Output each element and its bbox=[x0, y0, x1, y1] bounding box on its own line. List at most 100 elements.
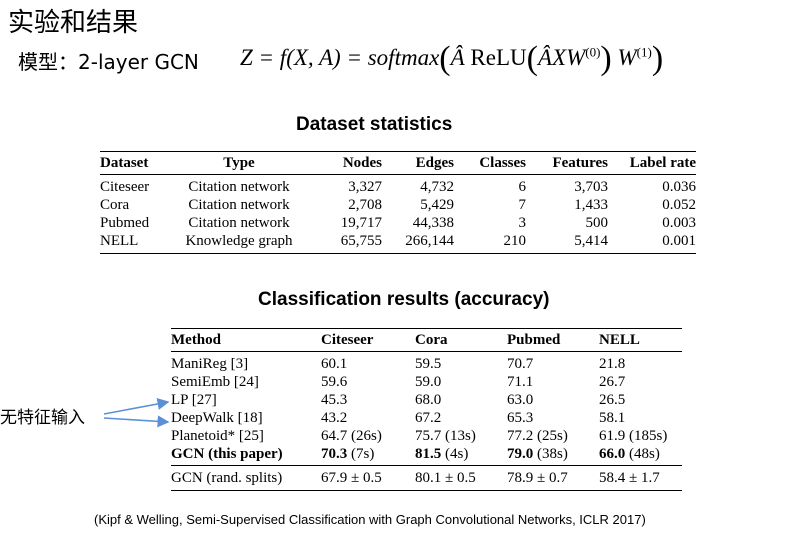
table-cell: 63.0 bbox=[507, 392, 534, 408]
formula-paren-open-inner: ( bbox=[526, 40, 538, 77]
table-cell: 70.3 (7s) bbox=[321, 445, 415, 466]
column-header: Type bbox=[223, 155, 255, 171]
table-cell: 59.0 bbox=[415, 374, 442, 390]
table-cell: Cora bbox=[100, 197, 130, 213]
table-cell: 6 bbox=[518, 179, 527, 195]
gcn-time: (7s) bbox=[347, 446, 375, 462]
table-cell: 67.9 ± 0.5 bbox=[321, 470, 382, 486]
table-cell: SemiEmb [24] bbox=[171, 374, 259, 390]
table-cell: 44,338 bbox=[412, 215, 454, 231]
formula-lhs: Z = f(X, A) = softmax bbox=[240, 45, 440, 70]
table-cell: 75.7 (13s) bbox=[415, 428, 476, 444]
table-cell: Citation network bbox=[188, 197, 290, 213]
formula-w1-sup: (1) bbox=[636, 44, 652, 60]
classification-results-table: Method Citeseer Cora Pubmed NELL ManiReg… bbox=[171, 328, 682, 491]
table-row: DeepWalk [18] 43.2 67.2 65.3 58.1 bbox=[171, 409, 682, 427]
formula-inner: ÂXW bbox=[537, 45, 586, 70]
table-cell: LP [27] bbox=[171, 392, 217, 408]
table-cell: 266,144 bbox=[405, 233, 454, 249]
table-cell: 67.2 bbox=[415, 410, 442, 426]
arrow-to-lp bbox=[103, 398, 170, 415]
arrow-to-deepwalk bbox=[103, 415, 170, 428]
gcn-value: 66.0 bbox=[599, 446, 626, 462]
table-cell: 71.1 bbox=[507, 374, 534, 390]
table-cell: 58.1 bbox=[599, 410, 626, 426]
column-header: Label rate bbox=[629, 155, 696, 171]
table-cell: 65,755 bbox=[340, 233, 382, 249]
column-header: Pubmed bbox=[507, 332, 561, 348]
table-row: LP [27] 45.3 68.0 63.0 26.5 bbox=[171, 391, 682, 409]
table-row: GCN (rand. splits) 67.9 ± 0.5 80.1 ± 0.5… bbox=[171, 465, 682, 491]
table-cell: 7 bbox=[518, 197, 527, 213]
column-header: NELL bbox=[599, 332, 640, 348]
table-cell: GCN (rand. splits) bbox=[171, 470, 283, 486]
table-cell: Pubmed bbox=[100, 215, 150, 231]
table-cell: 19,717 bbox=[340, 215, 382, 231]
dataset-table-title: Dataset statistics bbox=[296, 114, 453, 135]
table-cell: DeepWalk [18] bbox=[171, 410, 263, 426]
table-row: Citeseer Citation network 3,327 4,732 6 … bbox=[100, 175, 696, 197]
table-cell: 0.052 bbox=[662, 197, 696, 213]
table-cell: Citation network bbox=[188, 179, 290, 195]
table-cell: 3 bbox=[518, 215, 527, 231]
table-cell: 1,433 bbox=[574, 197, 608, 213]
formula-w0-sup: (0) bbox=[585, 44, 601, 60]
table-cell: 61.9 (185s) bbox=[599, 428, 668, 444]
table-cell: 0.036 bbox=[662, 179, 696, 195]
formula-paren-close: ) bbox=[651, 40, 664, 77]
no-feature-input-annotation: 无特征输入 bbox=[0, 408, 85, 428]
formula-paren-open: ( bbox=[439, 40, 451, 77]
table-cell: 26.7 bbox=[599, 374, 626, 390]
column-header: Method bbox=[171, 332, 221, 348]
table-cell: 66.0 (48s) bbox=[599, 445, 682, 466]
table-cell: 79.0 (38s) bbox=[507, 445, 599, 466]
slide-title: 实验和结果 bbox=[8, 8, 139, 38]
results-table-title: Classification results (accuracy) bbox=[258, 289, 550, 310]
column-header: Citeseer bbox=[321, 332, 374, 348]
formula-paren-close-inner: ) bbox=[600, 40, 612, 77]
table-cell: 2,708 bbox=[348, 197, 382, 213]
gcn-time: (48s) bbox=[625, 446, 660, 462]
gcn-method-cell: GCN (this paper) bbox=[171, 446, 283, 462]
gcn-formula: Z = f(X, A) = softmax(Â ReLU(ÂXW(0)) W(1… bbox=[240, 40, 663, 78]
table-cell: 43.2 bbox=[321, 410, 348, 426]
table-row: ManiReg [3] 60.1 59.5 70.7 21.8 bbox=[171, 352, 682, 374]
table-cell: 0.003 bbox=[662, 215, 696, 231]
table-cell: 3,703 bbox=[574, 179, 608, 195]
model-label: 模型：2-layer GCN bbox=[18, 50, 199, 74]
column-header: Classes bbox=[479, 155, 526, 171]
citation: (Kipf & Welling, Semi-Supervised Classif… bbox=[94, 512, 646, 527]
dataset-statistics-table: Dataset Type Nodes Edges Classes Feature… bbox=[100, 151, 696, 254]
table-row: NELL Knowledge graph 65,755 266,144 210 … bbox=[100, 232, 696, 254]
table-cell: Citeseer bbox=[100, 179, 150, 195]
gcn-time: (38s) bbox=[533, 446, 568, 462]
table-cell: 81.5 (4s) bbox=[415, 445, 507, 466]
gcn-time: (4s) bbox=[441, 446, 469, 462]
table-cell: 64.7 (26s) bbox=[321, 428, 382, 444]
table-cell: 68.0 bbox=[415, 392, 442, 408]
column-header: Edges bbox=[415, 155, 454, 171]
table-cell: 60.1 bbox=[321, 356, 348, 372]
table-cell: 21.8 bbox=[599, 356, 626, 372]
table-row: Cora Citation network 2,708 5,429 7 1,43… bbox=[100, 196, 696, 214]
table-cell: Planetoid* [25] bbox=[171, 428, 264, 444]
table-cell: 77.2 (25s) bbox=[507, 428, 568, 444]
table-cell: 5,414 bbox=[574, 233, 608, 249]
table-row: Pubmed Citation network 19,717 44,338 3 … bbox=[100, 214, 696, 232]
gcn-row: GCN (this paper) 70.3 (7s) 81.5 (4s) 79.… bbox=[171, 445, 682, 466]
table-cell: 0.001 bbox=[662, 233, 696, 249]
table-cell: Knowledge graph bbox=[185, 233, 293, 249]
column-header: Dataset bbox=[100, 155, 149, 171]
table-cell: 65.3 bbox=[507, 410, 534, 426]
column-header: Nodes bbox=[342, 155, 382, 171]
table-header-row: Method Citeseer Cora Pubmed NELL bbox=[171, 328, 682, 352]
table-cell: 59.6 bbox=[321, 374, 348, 390]
table-cell: 70.7 bbox=[507, 356, 534, 372]
table-row: SemiEmb [24] 59.6 59.0 71.1 26.7 bbox=[171, 373, 682, 391]
table-cell: 45.3 bbox=[321, 392, 348, 408]
table-cell: 210 bbox=[503, 233, 527, 249]
gcn-value: 79.0 bbox=[507, 446, 534, 462]
table-cell: 500 bbox=[585, 215, 609, 231]
table-cell: 26.5 bbox=[599, 392, 626, 408]
gcn-value: 81.5 bbox=[415, 446, 442, 462]
